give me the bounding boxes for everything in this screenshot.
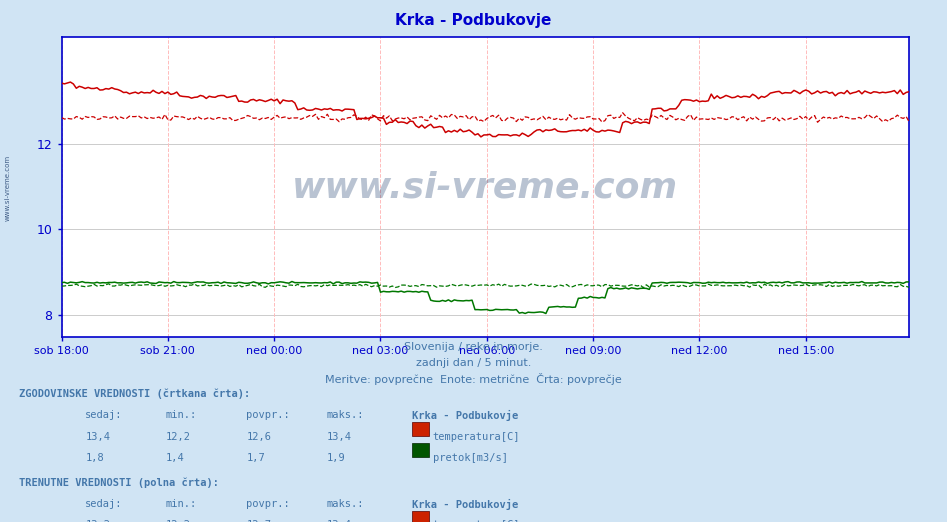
Text: Krka - Podbukovje: Krka - Podbukovje	[395, 13, 552, 28]
Text: zadnji dan / 5 minut.: zadnji dan / 5 minut.	[416, 358, 531, 367]
Text: www.si-vreme.com: www.si-vreme.com	[5, 155, 10, 221]
Text: temperatura[C]: temperatura[C]	[433, 520, 520, 522]
Text: 1,7: 1,7	[246, 453, 265, 462]
Text: pretok[m3/s]: pretok[m3/s]	[433, 453, 508, 462]
Text: sedaj:: sedaj:	[85, 499, 123, 508]
Text: www.si-vreme.com: www.si-vreme.com	[293, 171, 678, 205]
Text: min.:: min.:	[166, 499, 197, 508]
Text: 13,4: 13,4	[327, 520, 351, 522]
Text: 12,2: 12,2	[166, 432, 190, 442]
Text: Slovenija / reke in morje.: Slovenija / reke in morje.	[404, 342, 543, 352]
Text: 13,4: 13,4	[85, 432, 110, 442]
Text: Meritve: povprečne  Enote: metrične  Črta: povprečje: Meritve: povprečne Enote: metrične Črta:…	[325, 373, 622, 385]
Text: 13,4: 13,4	[327, 432, 351, 442]
Text: sedaj:: sedaj:	[85, 410, 123, 420]
Text: povpr.:: povpr.:	[246, 410, 290, 420]
Text: 13,2: 13,2	[85, 520, 110, 522]
Text: maks.:: maks.:	[327, 499, 365, 508]
Text: 12,6: 12,6	[246, 432, 271, 442]
Text: Krka - Podbukovje: Krka - Podbukovje	[412, 410, 518, 421]
Text: 12,7: 12,7	[246, 520, 271, 522]
Text: povpr.:: povpr.:	[246, 499, 290, 508]
Text: maks.:: maks.:	[327, 410, 365, 420]
Text: ZGODOVINSKE VREDNOSTI (črtkana črta):: ZGODOVINSKE VREDNOSTI (črtkana črta):	[19, 389, 250, 399]
Text: 12,2: 12,2	[166, 520, 190, 522]
Text: 1,4: 1,4	[166, 453, 185, 462]
Text: temperatura[C]: temperatura[C]	[433, 432, 520, 442]
Text: 1,8: 1,8	[85, 453, 104, 462]
Text: min.:: min.:	[166, 410, 197, 420]
Text: Krka - Podbukovje: Krka - Podbukovje	[412, 499, 518, 509]
Text: TRENUTNE VREDNOSTI (polna črta):: TRENUTNE VREDNOSTI (polna črta):	[19, 478, 219, 488]
Text: 1,9: 1,9	[327, 453, 346, 462]
